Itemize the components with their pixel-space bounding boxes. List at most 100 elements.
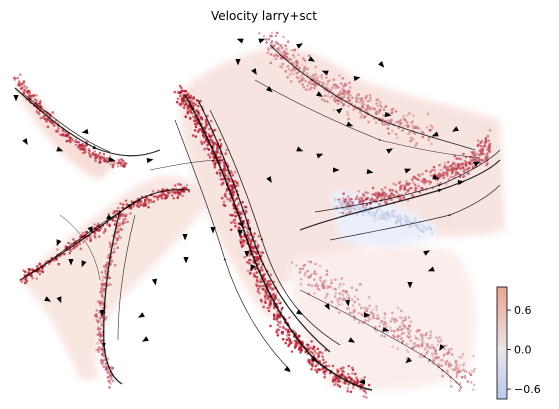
velocity-arrowhead: [439, 344, 445, 352]
scatter-point: [197, 115, 201, 118]
scatter-point: [329, 285, 332, 289]
scatter-point: [341, 87, 344, 90]
scatter-point: [194, 125, 198, 129]
scatter-point: [412, 342, 416, 346]
scatter-point: [351, 368, 355, 372]
scatter-point: [320, 73, 324, 77]
scatter-point: [243, 255, 246, 259]
scatter-point: [178, 91, 182, 95]
scatter-point: [231, 186, 234, 190]
scatter-point: [224, 169, 228, 172]
scatter-point: [394, 189, 398, 193]
scatter-point: [362, 205, 365, 208]
scatter-point: [216, 151, 220, 154]
scatter-point: [420, 186, 424, 190]
scatter-point: [124, 213, 128, 217]
velocity-arrowhead: [81, 128, 89, 135]
scatter-point: [326, 286, 329, 290]
scatter-point: [98, 338, 101, 342]
scatter-point: [386, 212, 390, 216]
scatter-point: [458, 387, 462, 391]
scatter-point: [405, 220, 409, 224]
scatter-point: [310, 86, 313, 89]
velocity-streamline: [329, 184, 501, 241]
scatter-point: [334, 100, 337, 103]
scatter-point: [310, 340, 313, 343]
scatter-point: [418, 355, 422, 358]
scatter-point: [345, 207, 349, 210]
scatter-point: [390, 210, 394, 213]
scatter-point: [341, 293, 344, 296]
scatter-point: [356, 379, 360, 383]
scatter-point: [167, 192, 170, 195]
scatter-point: [429, 181, 433, 184]
scatter-point: [220, 183, 224, 186]
scatter-point: [320, 98, 324, 101]
scatter-point: [325, 273, 329, 276]
velocity-arrowhead: [13, 95, 19, 102]
scatter-point: [408, 324, 412, 328]
scatter-point: [392, 329, 396, 333]
scatter-point: [293, 56, 296, 59]
scatter-point: [413, 342, 416, 345]
scatter-point: [402, 184, 405, 187]
scatter-point: [286, 65, 290, 68]
scatter-point: [297, 53, 300, 57]
scatter-point: [200, 140, 203, 143]
scatter-point: [241, 212, 244, 216]
embedding-background: [18, 47, 505, 390]
scatter-point: [108, 276, 111, 280]
scatter-point: [487, 139, 490, 143]
scatter-point: [75, 140, 79, 144]
scatter-point: [306, 84, 309, 88]
scatter-point: [176, 97, 180, 100]
scatter-point: [360, 312, 363, 316]
scatter-point: [179, 94, 182, 98]
scatter-point: [404, 316, 407, 319]
scatter-point: [203, 125, 207, 129]
scatter-point: [84, 231, 88, 234]
scatter-point: [173, 184, 177, 187]
scatter-point: [284, 70, 288, 73]
scatter-point: [256, 280, 260, 284]
scatter-point: [453, 368, 456, 372]
scatter-point: [318, 264, 322, 268]
scatter-point: [362, 395, 366, 398]
scatter-point: [411, 181, 415, 185]
scatter-point: [259, 251, 263, 254]
scatter-point: [255, 283, 258, 286]
scatter-point: [463, 168, 467, 172]
scatter-point: [299, 282, 303, 286]
scatter-point: [29, 94, 33, 98]
scatter-point: [337, 93, 341, 96]
scatter-point: [375, 329, 378, 333]
scatter-point: [368, 93, 372, 97]
scatter-point: [274, 294, 277, 297]
velocity-streamline: [174, 119, 291, 371]
scatter-point: [318, 368, 321, 371]
scatter-point: [99, 347, 103, 350]
scatter-point: [181, 89, 185, 92]
scatter-point: [375, 210, 379, 214]
scatter-point: [108, 241, 112, 245]
scatter-point: [366, 191, 370, 195]
scatter-point: [111, 366, 114, 370]
scatter-point: [97, 311, 101, 314]
scatter-point: [276, 328, 279, 332]
scatter-point: [472, 383, 476, 387]
scatter-point: [436, 339, 440, 343]
scatter-point: [443, 162, 447, 165]
scatter-point: [311, 362, 315, 366]
scatter-point: [354, 372, 357, 376]
scatter-point: [200, 116, 203, 120]
velocity-arrowhead: [56, 296, 62, 304]
scatter-point: [32, 94, 35, 97]
scatter-point: [311, 352, 315, 355]
scatter-point: [395, 319, 399, 323]
scatter-point: [280, 66, 284, 69]
scatter-point: [71, 247, 75, 250]
scatter-point: [348, 376, 351, 379]
scatter-point: [267, 295, 270, 299]
scatter-point: [402, 196, 406, 199]
scatter-point: [377, 317, 381, 320]
